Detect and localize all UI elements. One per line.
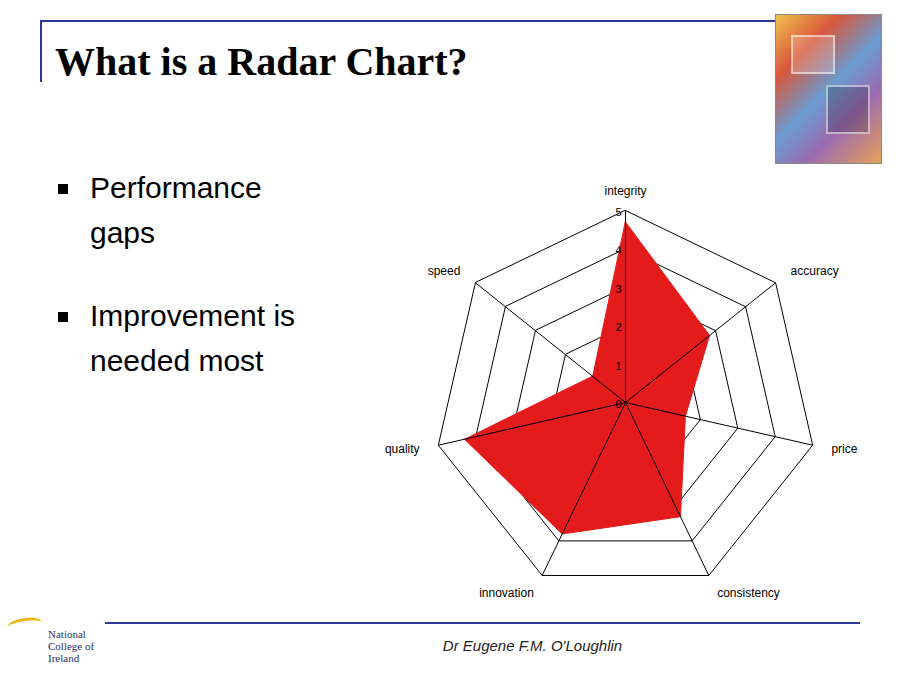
html-text:Improvement is needed most: Improvement is needed most: [90, 299, 296, 377]
svg-text:0: 0: [615, 398, 621, 410]
svg-text:1: 1: [615, 360, 621, 372]
html-text:Dr Eugene F.M. O'Loughlin: Dr Eugene F.M. O'Loughlin: [442, 637, 623, 654]
svg-text:price: price: [831, 442, 857, 456]
svg-text:accuracy: accuracy: [791, 264, 839, 278]
svg-text:quality: quality: [385, 442, 420, 456]
svg-text:4: 4: [615, 244, 621, 256]
html-text:What is a Radar Chart?: What is a Radar Chart?: [55, 39, 468, 84]
svg-text:5: 5: [615, 206, 621, 218]
svg-text:3: 3: [615, 283, 621, 295]
svg-text:innovation: innovation: [479, 586, 534, 600]
svg-text:speed: speed: [428, 264, 461, 278]
html-text:National College of Ireland: National College of Ireland: [48, 628, 95, 664]
svg-text:2: 2: [615, 321, 621, 333]
svg-text:integrity: integrity: [604, 184, 646, 198]
html-text:Performance gaps: Performance gaps: [90, 171, 262, 249]
svg-text:consistency: consistency: [717, 586, 780, 600]
